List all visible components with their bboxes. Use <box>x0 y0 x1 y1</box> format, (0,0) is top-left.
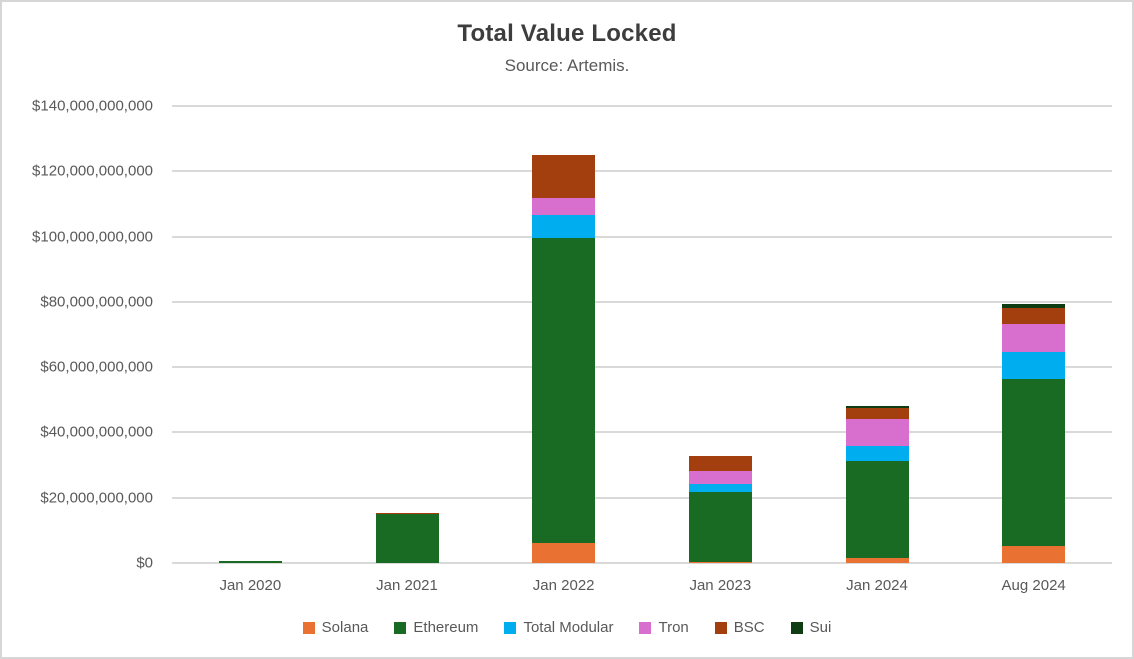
x-tick-label: Jan 2020 <box>219 577 282 594</box>
legend-label: Tron <box>658 619 689 636</box>
bar-segment-ethereum <box>845 461 909 559</box>
bar-segment-total-modular <box>532 215 596 239</box>
bar-segment-ethereum <box>1002 379 1066 547</box>
bar-segment-sui <box>1002 304 1066 309</box>
bar-segment-ethereum <box>375 514 439 563</box>
bar-aug-2024 <box>1002 106 1066 563</box>
legend-swatch-icon <box>504 621 517 634</box>
x-tick-label: Aug 2024 <box>1001 577 1066 594</box>
bar-segment-sui <box>845 406 909 409</box>
legend-item-bsc: BSC <box>714 619 765 636</box>
bar-segment-tron <box>688 470 752 485</box>
bar-segment-tron <box>1002 324 1066 352</box>
bar-segment-bsc <box>375 512 439 515</box>
chart-title: Total Value Locked <box>457 20 677 47</box>
bar-segment-bsc <box>845 408 909 420</box>
y-gridline <box>172 235 1112 238</box>
y-tick-label: $140,000,000,000 <box>32 97 153 115</box>
legend-label: Solana <box>321 619 369 636</box>
bar-segment-total-modular <box>688 484 752 492</box>
legend-item-ethereum: Ethereum <box>394 619 478 636</box>
bar-segment-solana <box>1002 546 1066 563</box>
y-gridline <box>172 562 1112 564</box>
y-tick-label: $40,000,000,000 <box>40 423 153 441</box>
bar-segment-total-modular <box>1002 351 1066 380</box>
bar-segment-total-modular <box>845 446 909 462</box>
y-tick-label: $120,000,000,000 <box>32 162 153 180</box>
bar-segment-bsc <box>688 455 752 471</box>
legend-label: BSC <box>733 619 765 636</box>
legend-item-tron: Tron <box>639 619 689 636</box>
bar-segment-tron <box>532 198 596 216</box>
bar-jan-2020 <box>218 106 282 563</box>
bar-segment-bsc <box>532 154 596 199</box>
plot-area <box>172 105 1112 564</box>
bar-jan-2023 <box>688 106 752 563</box>
bar-segment-ethereum <box>532 238 596 543</box>
legend-swatch-icon <box>714 621 727 634</box>
y-gridline <box>172 105 1112 107</box>
legend-item-total-modular: Total Modular <box>504 619 613 636</box>
bar-jan-2024 <box>845 106 909 563</box>
legend-swatch-icon <box>790 621 803 634</box>
x-tick-label: Jan 2023 <box>689 577 752 594</box>
legend-swatch-icon <box>639 621 652 634</box>
x-tick-label: Jan 2024 <box>846 577 908 594</box>
legend-label: Total Modular <box>523 619 614 636</box>
legend-item-solana: Solana <box>302 619 369 636</box>
y-tick-label: $0 <box>136 554 153 572</box>
y-gridline <box>172 366 1112 369</box>
bar-jan-2021 <box>375 106 439 563</box>
bar-segment-tron <box>845 419 909 447</box>
y-gridline <box>172 170 1112 173</box>
chart-subtitle: Source: Artemis. <box>504 56 630 75</box>
y-tick-label: $80,000,000,000 <box>40 293 153 311</box>
bar-segment-solana <box>845 558 909 563</box>
y-gridline <box>172 300 1112 303</box>
legend-swatch-icon <box>394 621 407 634</box>
legend-swatch-icon <box>302 621 315 634</box>
x-tick-label: Jan 2022 <box>532 577 595 594</box>
bar-segment-solana <box>532 542 596 563</box>
bar-segment-solana <box>688 561 752 563</box>
bar-jan-2022 <box>532 106 596 563</box>
y-gridline <box>172 496 1112 499</box>
bar-segment-ethereum <box>688 491 752 563</box>
bar-segment-bsc <box>1002 308 1066 325</box>
legend-label: Sui <box>809 619 832 636</box>
bar-segment-ethereum <box>218 561 282 563</box>
y-tick-label: $20,000,000,000 <box>40 489 153 507</box>
x-tick-label: Jan 2021 <box>376 577 438 594</box>
y-tick-label: $60,000,000,000 <box>40 358 153 376</box>
legend-label: Ethereum <box>413 619 479 636</box>
y-tick-label: $100,000,000,000 <box>32 228 153 246</box>
legend-item-sui: Sui <box>790 619 832 636</box>
legend: Solana Ethereum Total Modular Tron BSC Sui <box>2 619 1132 636</box>
y-gridline <box>172 431 1112 434</box>
